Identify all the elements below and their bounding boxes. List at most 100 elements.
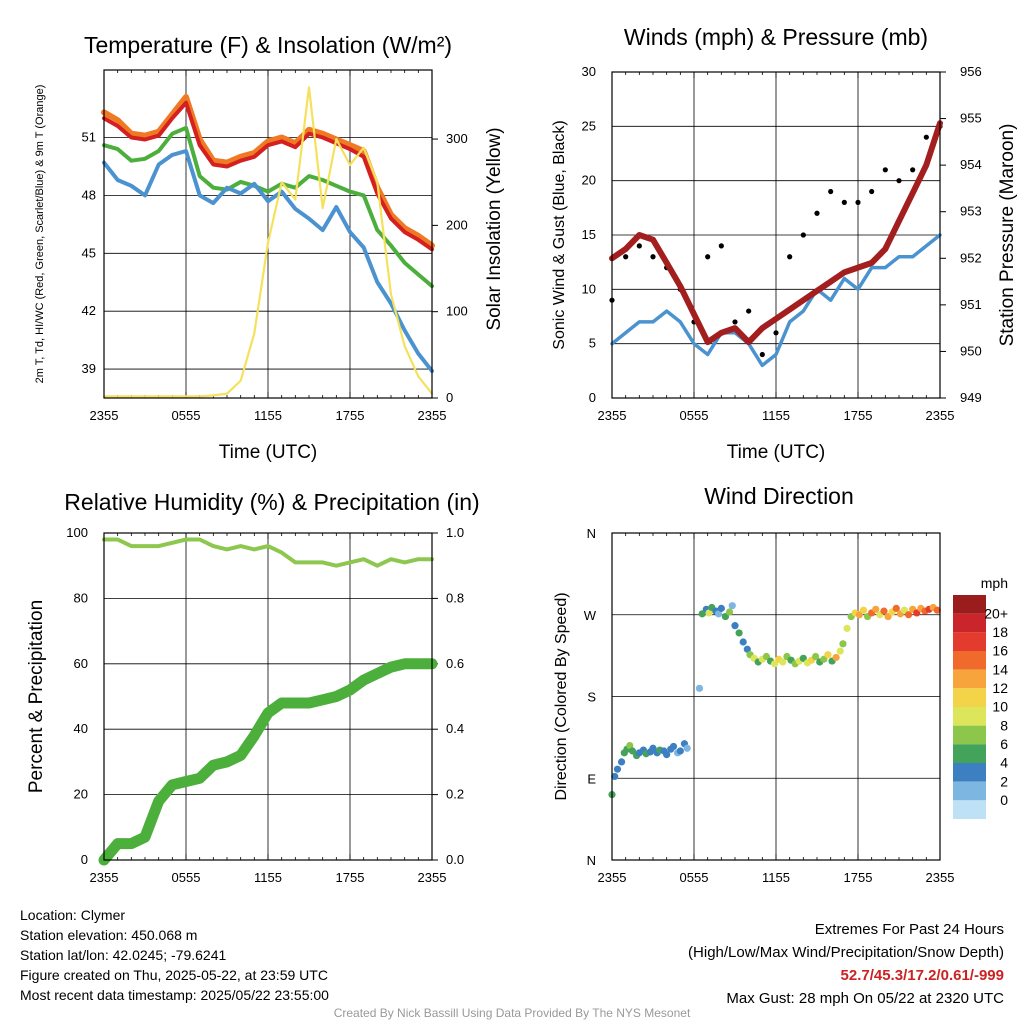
temp-y-tick-label: 48 bbox=[82, 187, 96, 202]
dir-y-tick-label: N bbox=[587, 526, 596, 541]
direction-point bbox=[824, 651, 832, 659]
dir-y-tick-label: S bbox=[587, 690, 596, 705]
station-latlon: Station lat/lon: 42.0245; -79.6241 bbox=[20, 947, 227, 963]
insolation-line bbox=[102, 86, 434, 398]
direction-point bbox=[695, 684, 704, 692]
temp-y-tick-label: 42 bbox=[82, 303, 96, 318]
direction-point bbox=[728, 602, 736, 610]
rh-y2-tick-label: 1.0 bbox=[446, 525, 464, 540]
dir-x-tick-label: 1755 bbox=[844, 870, 873, 885]
colorbar-swatch bbox=[953, 595, 986, 614]
colorbar-tick-label: 20+ bbox=[984, 605, 1008, 621]
gust-point bbox=[910, 167, 916, 173]
extremes-title: Extremes For Past 24 Hours bbox=[814, 921, 1004, 938]
station-info: Location: Clymer Station elevation: 450.… bbox=[20, 905, 329, 1005]
direction-point bbox=[836, 647, 844, 655]
colorbar-swatch bbox=[953, 781, 986, 801]
temp-x-tick-label: 0555 bbox=[172, 408, 201, 423]
temp-y2-tick-label: 300 bbox=[446, 131, 468, 146]
credit-line: Created By Nick Bassill Using Data Provi… bbox=[333, 1006, 691, 1020]
precip-line bbox=[98, 658, 438, 866]
extremes-values: 52.7/45.3/17.2/0.61/-999 bbox=[840, 967, 1004, 984]
rh-title: Relative Humidity (%) & Precipitation (i… bbox=[64, 489, 479, 515]
extremes-panel: Extremes For Past 24 Hours (High/Low/Max… bbox=[688, 918, 1004, 1010]
wind-y-tick-label: 0 bbox=[589, 390, 596, 405]
rh-y-tick-label: 60 bbox=[74, 656, 88, 671]
dir-y-tick-label: W bbox=[584, 608, 597, 623]
rh-y-tick-label: 0 bbox=[81, 852, 88, 867]
colorbar-swatch bbox=[953, 632, 986, 651]
temp-y2-axis-label: Solar Insolation (Yellow) bbox=[484, 127, 505, 330]
rh-y-tick-label: 20 bbox=[74, 787, 88, 802]
wind-y-tick-label: 25 bbox=[582, 118, 596, 133]
gust-point bbox=[705, 254, 711, 260]
colorbar-tick-label: 4 bbox=[1000, 755, 1008, 771]
colorbar-tick-label: 18 bbox=[992, 624, 1008, 640]
direction-point bbox=[676, 747, 684, 755]
rh-y2-tick-label: 0.8 bbox=[446, 590, 464, 605]
gust-point bbox=[800, 232, 806, 238]
wind-y-tick-label: 15 bbox=[582, 227, 596, 242]
wind-y2-tick-label: 956 bbox=[960, 64, 982, 79]
dewpoint-line bbox=[102, 149, 434, 373]
wind-plot-frame bbox=[611, 71, 941, 399]
gust-point bbox=[759, 351, 765, 358]
rh-y-axis-label: Percent & Precipitation bbox=[26, 600, 47, 793]
wind-y2-tick-label: 951 bbox=[960, 297, 982, 312]
direction-point bbox=[739, 638, 747, 646]
dir-x-tick-label: 2355 bbox=[926, 870, 955, 885]
wind-x-tick-label: 1155 bbox=[762, 408, 790, 423]
temp-x-tick-label: 2355 bbox=[90, 408, 119, 423]
colorbar-swatch bbox=[953, 669, 986, 689]
colorbar-tick-label: 2 bbox=[1000, 773, 1008, 789]
rh-y-tick-label: 40 bbox=[74, 721, 88, 736]
direction-point bbox=[859, 606, 868, 614]
wind-y-tick-label: 5 bbox=[589, 336, 596, 351]
colorbar-tick-label: 16 bbox=[992, 643, 1008, 659]
gust-point bbox=[855, 199, 861, 205]
gust-point bbox=[869, 188, 875, 195]
colorbar-swatch bbox=[953, 725, 986, 745]
temp-title: Temperature (F) & Insolation (W/m²) bbox=[84, 32, 452, 58]
wind-y2-tick-label: 954 bbox=[960, 157, 982, 172]
rh-y2-tick-label: 0.4 bbox=[446, 721, 464, 736]
direction-point bbox=[715, 610, 723, 618]
colorbar-swatch bbox=[953, 800, 986, 819]
wind-x-tick-label: 2355 bbox=[926, 408, 955, 423]
wind-y2-tick-label: 953 bbox=[960, 204, 982, 219]
heat-index-line bbox=[102, 125, 434, 289]
rh-x-tick-label: 2355 bbox=[90, 870, 119, 885]
gust-point bbox=[814, 210, 820, 216]
wind-y2-tick-label: 952 bbox=[960, 250, 982, 265]
temp-plot-frame bbox=[103, 69, 433, 399]
dir-y-tick-label: E bbox=[587, 771, 596, 786]
wind-y-tick-label: 20 bbox=[582, 173, 596, 188]
dir-y-tick-label: N bbox=[587, 853, 596, 868]
direction-point bbox=[626, 741, 634, 750]
rh-x-tick-label: 2355 bbox=[418, 870, 447, 885]
direction-point bbox=[705, 609, 713, 617]
rh-plot-frame bbox=[103, 532, 433, 861]
wind-title: Winds (mph) & Pressure (mb) bbox=[624, 24, 928, 50]
temp-y-tick-label: 51 bbox=[82, 130, 96, 145]
colorbar-tick-label: 6 bbox=[1000, 736, 1008, 752]
direction-point bbox=[832, 653, 840, 662]
temp-y-axis-label: 2m T, Td, HI/WC (Red, Green, Scarlet/Blu… bbox=[34, 85, 46, 384]
dir-x-tick-label: 2355 bbox=[598, 870, 627, 885]
colorbar-label: mph bbox=[981, 575, 1008, 591]
station-elevation: Station elevation: 450.068 m bbox=[20, 927, 198, 943]
gust-point bbox=[787, 254, 793, 260]
direction-point bbox=[731, 622, 739, 630]
direction-point bbox=[683, 744, 691, 752]
direction-point bbox=[933, 606, 941, 614]
colorbar-tick-label: 12 bbox=[992, 680, 1008, 696]
temp-y-tick-label: 45 bbox=[82, 245, 96, 260]
rh-line bbox=[102, 537, 434, 568]
wind-x-axis-label: Time (UTC) bbox=[727, 442, 826, 463]
direction-point bbox=[812, 652, 820, 661]
direction-point bbox=[880, 607, 888, 615]
gust-point bbox=[828, 188, 834, 195]
gust-point bbox=[841, 199, 847, 205]
colorbar-tick-label: 14 bbox=[992, 661, 1008, 677]
